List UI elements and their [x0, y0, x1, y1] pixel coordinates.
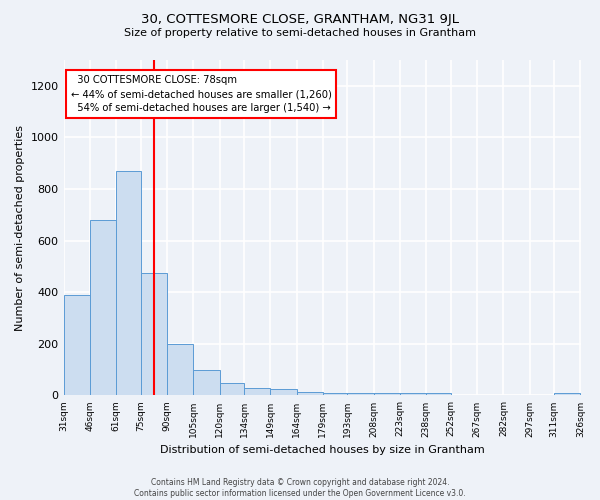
Bar	[323, 393, 347, 396]
Bar	[296, 392, 323, 396]
Bar	[374, 393, 400, 396]
Bar	[271, 389, 296, 396]
Bar	[167, 344, 193, 396]
Text: 30, COTTESMORE CLOSE, GRANTHAM, NG31 9JL: 30, COTTESMORE CLOSE, GRANTHAM, NG31 9JL	[141, 12, 459, 26]
Bar	[554, 393, 580, 396]
Bar	[220, 383, 244, 396]
Text: Size of property relative to semi-detached houses in Grantham: Size of property relative to semi-detach…	[124, 28, 476, 38]
Y-axis label: Number of semi-detached properties: Number of semi-detached properties	[15, 124, 25, 330]
Bar	[347, 393, 374, 396]
Bar	[64, 295, 90, 396]
Bar	[90, 220, 116, 396]
Bar	[140, 273, 167, 396]
Bar	[426, 394, 451, 396]
Bar	[400, 393, 426, 396]
Bar	[244, 388, 271, 396]
Text: 30 COTTESMORE CLOSE: 78sqm
← 44% of semi-detached houses are smaller (1,260)
  5: 30 COTTESMORE CLOSE: 78sqm ← 44% of semi…	[71, 76, 331, 114]
Bar	[193, 370, 220, 396]
X-axis label: Distribution of semi-detached houses by size in Grantham: Distribution of semi-detached houses by …	[160, 445, 484, 455]
Text: Contains HM Land Registry data © Crown copyright and database right 2024.
Contai: Contains HM Land Registry data © Crown c…	[134, 478, 466, 498]
Bar	[116, 171, 140, 396]
